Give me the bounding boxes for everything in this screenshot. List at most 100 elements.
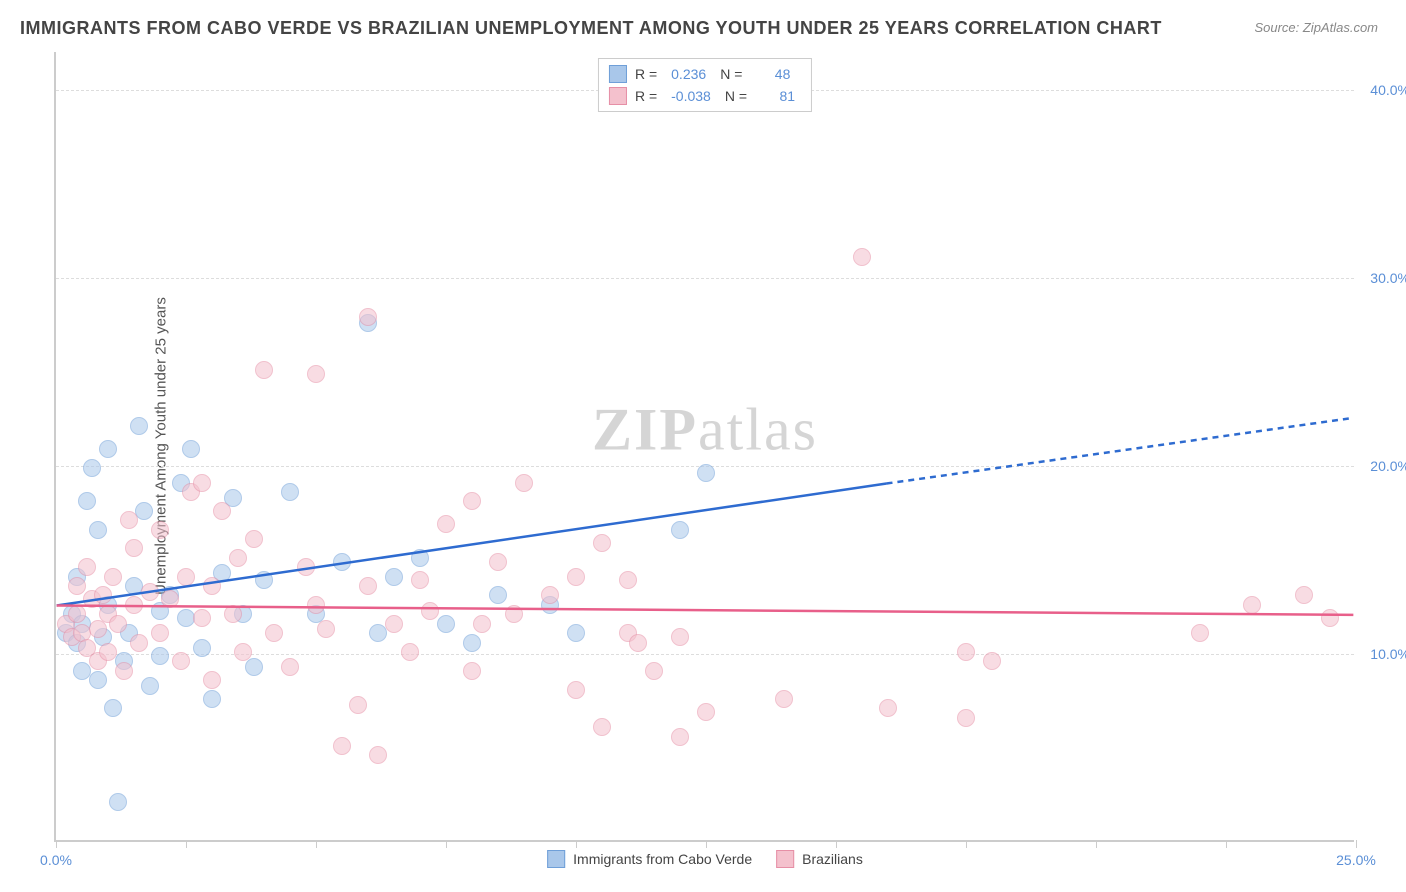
scatter-point-brazilians [411,571,429,589]
scatter-point-brazilians [437,515,455,533]
legend-N-label: N = [720,66,742,82]
watermark: ZIPatlas [592,396,818,465]
scatter-point-brazilians [255,361,273,379]
scatter-point-cabo_verde [255,571,273,589]
x-tick [316,840,317,848]
scatter-point-brazilians [245,530,263,548]
scatter-point-brazilians [359,308,377,326]
scatter-point-brazilians [172,652,190,670]
scatter-point-brazilians [317,620,335,638]
x-tick [576,840,577,848]
scatter-point-cabo_verde [385,568,403,586]
scatter-point-brazilians [141,583,159,601]
scatter-point-cabo_verde [83,459,101,477]
scatter-point-brazilians [567,568,585,586]
scatter-point-brazilians [234,643,252,661]
scatter-point-cabo_verde [151,647,169,665]
scatter-point-brazilians [193,609,211,627]
legend-series-swatch-brazilians [776,850,794,868]
y-tick-label: 10.0% [1360,646,1406,662]
watermark-bold: ZIP [592,397,698,463]
scatter-point-brazilians [89,620,107,638]
legend-series: Immigrants from Cabo Verde Brazilians [547,850,863,868]
x-tick [706,840,707,848]
scatter-point-brazilians [369,746,387,764]
scatter-point-brazilians [593,534,611,552]
scatter-point-cabo_verde [109,793,127,811]
y-tick-label: 30.0% [1360,270,1406,286]
source-label: Source: ZipAtlas.com [1254,20,1378,35]
legend-series-label-cabo_verde: Immigrants from Cabo Verde [573,851,752,867]
plot-area: ZIPatlas 10.0%20.0%30.0%40.0%0.0%25.0%R … [54,52,1354,842]
scatter-point-brazilians [125,539,143,557]
x-tick [836,840,837,848]
x-tick [446,840,447,848]
scatter-point-cabo_verde [130,417,148,435]
scatter-point-brazilians [349,696,367,714]
x-tick-label: 25.0% [1336,852,1376,868]
legend-N-value: 48 [750,66,796,82]
scatter-point-brazilians [203,577,221,595]
scatter-point-brazilians [541,586,559,604]
trend-dashed-cabo_verde [887,418,1354,484]
scatter-point-brazilians [671,628,689,646]
scatter-point-brazilians [115,662,133,680]
scatter-point-brazilians [68,577,86,595]
scatter-point-brazilians [161,590,179,608]
scatter-point-cabo_verde [89,521,107,539]
scatter-point-brazilians [1243,596,1261,614]
scatter-point-brazilians [125,596,143,614]
y-tick-label: 40.0% [1360,82,1406,98]
scatter-point-brazilians [775,690,793,708]
legend-series-item-cabo_verde: Immigrants from Cabo Verde [547,850,752,868]
legend-N-label: N = [725,88,747,104]
scatter-point-brazilians [489,553,507,571]
scatter-point-cabo_verde [567,624,585,642]
scatter-point-brazilians [593,718,611,736]
scatter-point-brazilians [104,568,122,586]
x-tick [1356,840,1357,848]
scatter-point-cabo_verde [141,677,159,695]
scatter-point-brazilians [213,502,231,520]
scatter-point-brazilians [1191,624,1209,642]
chart-title: IMMIGRANTS FROM CABO VERDE VS BRAZILIAN … [20,18,1162,39]
scatter-point-brazilians [515,474,533,492]
scatter-point-brazilians [333,737,351,755]
scatter-point-brazilians [645,662,663,680]
scatter-point-brazilians [307,365,325,383]
legend-series-label-brazilians: Brazilians [802,851,863,867]
scatter-point-brazilians [265,624,283,642]
scatter-point-brazilians [463,662,481,680]
scatter-point-brazilians [957,643,975,661]
scatter-point-brazilians [99,643,117,661]
scatter-point-brazilians [193,474,211,492]
scatter-point-cabo_verde [193,639,211,657]
legend-row-cabo_verde: R =0.236N =48 [609,63,801,85]
x-tick [966,840,967,848]
x-tick [1226,840,1227,848]
scatter-point-cabo_verde [489,586,507,604]
scatter-point-brazilians [697,703,715,721]
scatter-point-brazilians [505,605,523,623]
x-tick [1096,840,1097,848]
scatter-point-brazilians [78,558,96,576]
x-tick [186,840,187,848]
scatter-point-brazilians [473,615,491,633]
scatter-point-cabo_verde [99,440,117,458]
x-tick [56,840,57,848]
legend-R-label: R = [635,66,657,82]
scatter-point-brazilians [1295,586,1313,604]
scatter-point-brazilians [385,615,403,633]
y-tick-label: 20.0% [1360,458,1406,474]
legend-swatch-brazilians [609,87,627,105]
scatter-point-brazilians [1321,609,1339,627]
scatter-point-brazilians [401,643,419,661]
legend-R-value: -0.038 [665,88,717,104]
scatter-point-cabo_verde [104,699,122,717]
trend-lines [56,52,1354,840]
scatter-point-cabo_verde [89,671,107,689]
scatter-point-brazilians [421,602,439,620]
scatter-point-brazilians [120,511,138,529]
scatter-point-brazilians [229,549,247,567]
scatter-point-brazilians [203,671,221,689]
